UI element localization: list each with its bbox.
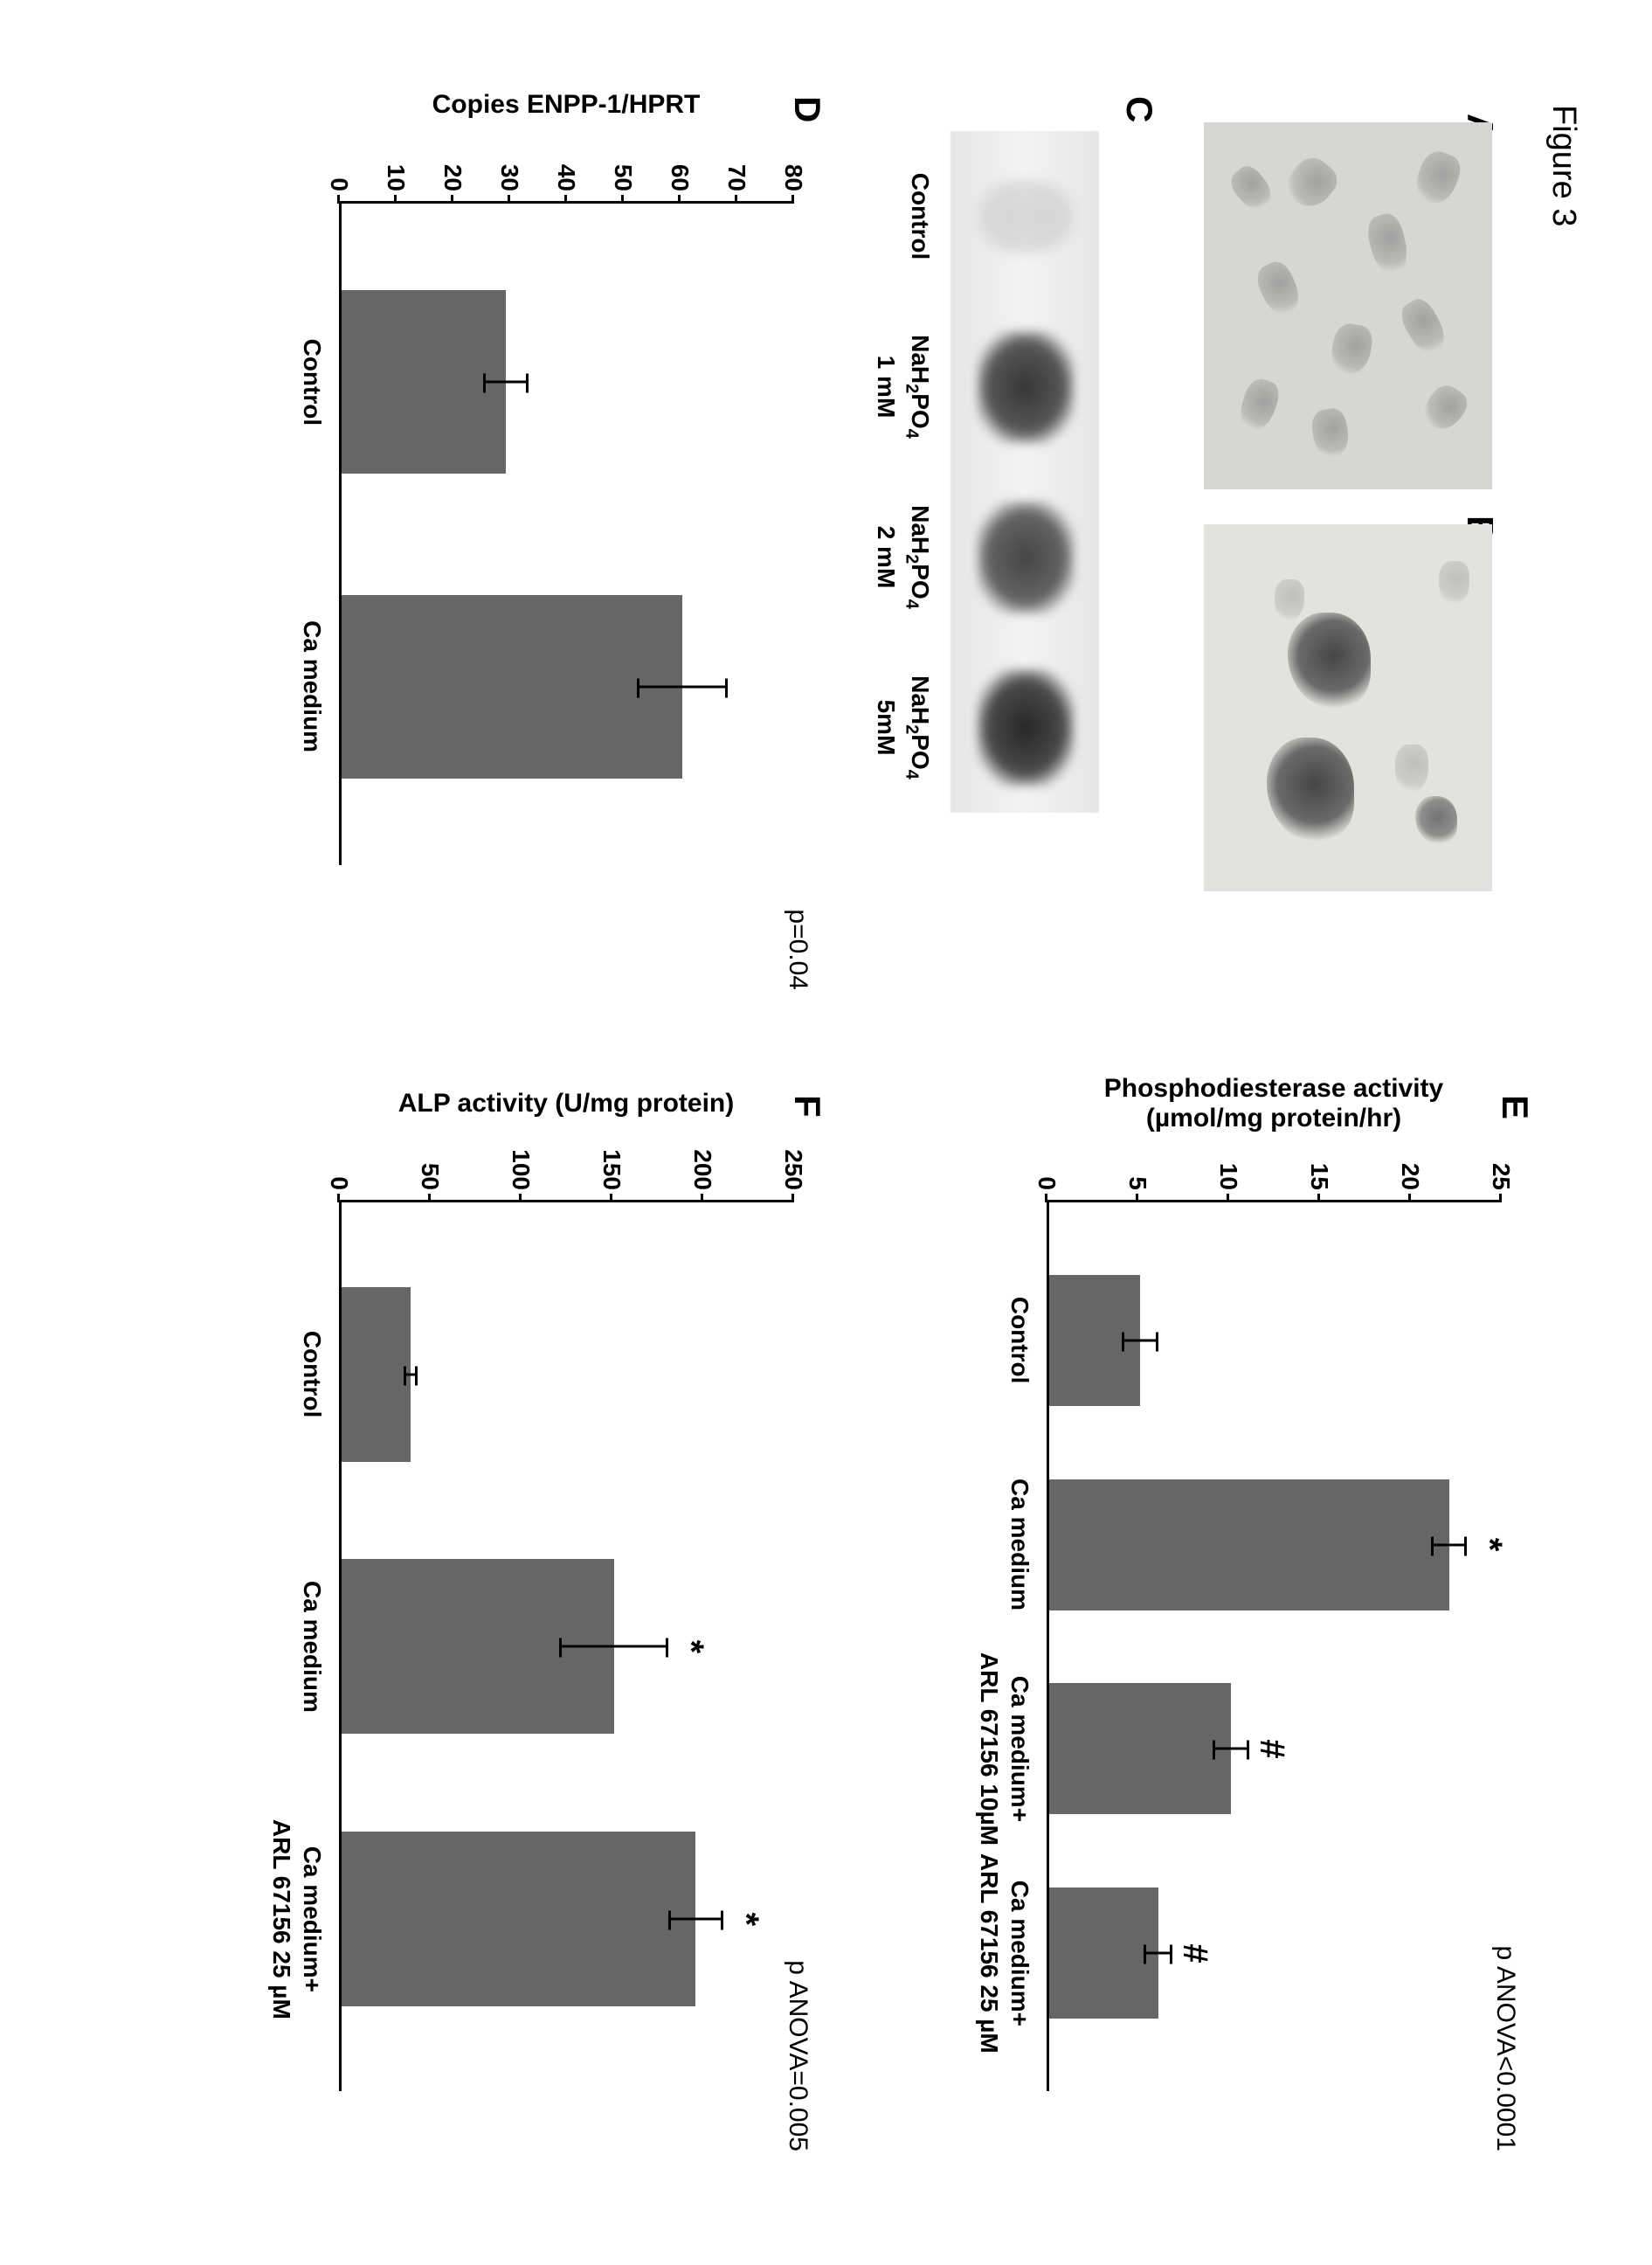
y-tick-label: 150 — [598, 1149, 626, 1202]
panel-ab-micrographs: A B — [1204, 105, 1527, 999]
panel-e-chart: E Phosphodiesterase activity(µmol/mg pro… — [872, 1104, 1527, 2160]
bar: # — [1049, 1888, 1158, 2019]
blot-lane-label: Control — [872, 131, 935, 301]
y-axis-label: Copies ENPP-1/HPRT — [432, 90, 700, 120]
y-tick-label: 10 — [382, 164, 410, 204]
y-tick-label: 0 — [325, 1176, 353, 1202]
bar-group: *Ca medium — [342, 1559, 614, 1734]
panel-d-chart: D Copies ENPP-1/HPRT01020304050607080Con… — [243, 105, 819, 999]
chart-area: 0510152025Control*Ca medium#Ca medium+AR… — [1047, 1200, 1501, 2091]
bar: * — [1049, 1479, 1449, 1610]
blot-lane-label: NaH2PO42 mM — [872, 472, 935, 642]
x-tick-label: Ca medium — [297, 1581, 328, 1713]
panel-label-c: C — [1118, 96, 1160, 122]
bar-group: Control — [1049, 1275, 1140, 1406]
error-bar — [483, 381, 529, 384]
panel-f-chart: F ALP activity (U/mg protein)05010015020… — [243, 1104, 819, 2160]
bar-group: *Ca medium — [1049, 1479, 1449, 1610]
p-value-label: p ANOVA<0.0001 — [1490, 1946, 1520, 2151]
y-tick-label: 20 — [439, 164, 467, 204]
error-bar — [668, 1918, 722, 1921]
y-tick-label: 100 — [507, 1149, 535, 1202]
y-tick-label: 5 — [1123, 1176, 1151, 1202]
y-tick-label: 50 — [609, 164, 637, 204]
x-tick-label: Ca medium+ARL 67156 10µM — [974, 1652, 1035, 1846]
bar — [342, 595, 682, 779]
y-tick-label: 15 — [1305, 1163, 1333, 1202]
significance-marker: * — [671, 1640, 710, 1654]
y-tick-label: 10 — [1214, 1163, 1242, 1202]
y-tick-label: 50 — [416, 1163, 444, 1202]
y-tick-label: 30 — [495, 164, 523, 204]
x-tick-label: Ca medium — [297, 620, 328, 752]
significance-marker: * — [1469, 1538, 1509, 1552]
x-tick-label: Control — [297, 339, 328, 426]
error-bar — [637, 685, 728, 688]
bars-container: Control Ca medium — [342, 204, 793, 865]
blot-band — [977, 501, 1075, 614]
bar — [342, 290, 507, 474]
y-tick-label: 0 — [325, 177, 353, 204]
error-bar — [1122, 1339, 1158, 1341]
blot-strip — [950, 131, 1099, 813]
bar — [342, 1287, 411, 1462]
y-tick-label: 0 — [1033, 1176, 1061, 1202]
bar-group: Ca medium — [342, 595, 682, 779]
bars-container: Control *Ca medium *Ca medium+ARL 67156 25… — [342, 1202, 793, 2091]
error-bar — [404, 1373, 418, 1375]
x-tick-label: Control — [1005, 1297, 1035, 1384]
y-tick-label: 200 — [688, 1149, 716, 1202]
y-tick-label: 25 — [1487, 1163, 1515, 1202]
p-value-label: p=0.04 — [783, 909, 812, 990]
y-tick-label: 80 — [779, 164, 807, 204]
significance-marker: # — [1175, 1943, 1214, 1963]
panel-c-blot: C ControlNaH2PO41 mMNaH2PO42 mMNaH2PO45m… — [872, 105, 1151, 999]
blot-lane-labels: ControlNaH2PO41 mMNaH2PO42 mMNaH2PO45mM — [872, 131, 935, 813]
bar-group: #Ca medium+ARL 67156 25 µM — [1049, 1888, 1158, 2019]
bar-group: Control — [342, 290, 507, 474]
bar: # — [1049, 1683, 1231, 1814]
blot-lane-label: NaH2PO45mM — [872, 642, 935, 813]
figure-3: Figure 3 A — [0, 0, 1652, 2265]
significance-marker: * — [726, 1913, 765, 1927]
bars-container: Control *Ca medium #Ca medium+ARL 67156 10… — [1049, 1202, 1501, 2091]
panel-grid: A B — [243, 105, 1527, 2160]
chart-area: 050100150200250Control*Ca medium*Ca medi… — [339, 1200, 793, 2091]
micrograph-b — [1204, 524, 1492, 891]
bar — [1049, 1275, 1140, 1406]
bar-group: *Ca medium+ARL 67156 25 µM — [342, 1832, 696, 2006]
chart-area: 01020304050607080ControlCa medium — [339, 201, 793, 865]
y-tick-label: 40 — [552, 164, 580, 204]
blot-band — [977, 668, 1075, 786]
y-tick-label: 20 — [1396, 1163, 1424, 1202]
error-bar — [1213, 1748, 1249, 1750]
y-tick-label: 60 — [666, 164, 694, 204]
blot-band — [977, 177, 1075, 256]
y-axis-label: ALP activity (U/mg protein) — [398, 1089, 735, 1119]
error-bar — [1144, 1952, 1172, 1955]
x-tick-label: Ca medium — [1005, 1479, 1035, 1610]
p-value-label: p ANOVA=0.005 — [783, 1960, 812, 2151]
error-bar — [1431, 1543, 1468, 1546]
bar: * — [342, 1559, 614, 1734]
bar: * — [342, 1832, 696, 2006]
error-bar — [559, 1645, 668, 1648]
x-tick-label: Control — [297, 1331, 328, 1418]
blot-band — [977, 330, 1075, 444]
bar-group: Control — [342, 1287, 411, 1462]
x-tick-label: Ca medium+ARL 67156 25 µM — [974, 1853, 1035, 2054]
significance-marker: # — [1252, 1739, 1291, 1758]
bar-group: #Ca medium+ARL 67156 10µM — [1049, 1683, 1231, 1814]
y-axis-label: Phosphodiesterase activity(µmol/mg prote… — [1104, 1074, 1443, 1133]
x-tick-label: Ca medium+ARL 67156 25 µM — [266, 1819, 328, 2019]
y-tick-label: 70 — [722, 164, 750, 204]
chart-f: ALP activity (U/mg protein)0501001502002… — [243, 1104, 819, 2160]
chart-d: Copies ENPP-1/HPRT01020304050607080Contr… — [243, 105, 819, 999]
y-tick-label: 250 — [779, 1149, 807, 1202]
chart-e: Phosphodiesterase activity(µmol/mg prote… — [950, 1104, 1527, 2160]
micrograph-a — [1204, 122, 1492, 489]
figure-title: Figure 3 — [1545, 105, 1582, 2160]
blot-lane-label: NaH2PO41 mM — [872, 301, 935, 472]
